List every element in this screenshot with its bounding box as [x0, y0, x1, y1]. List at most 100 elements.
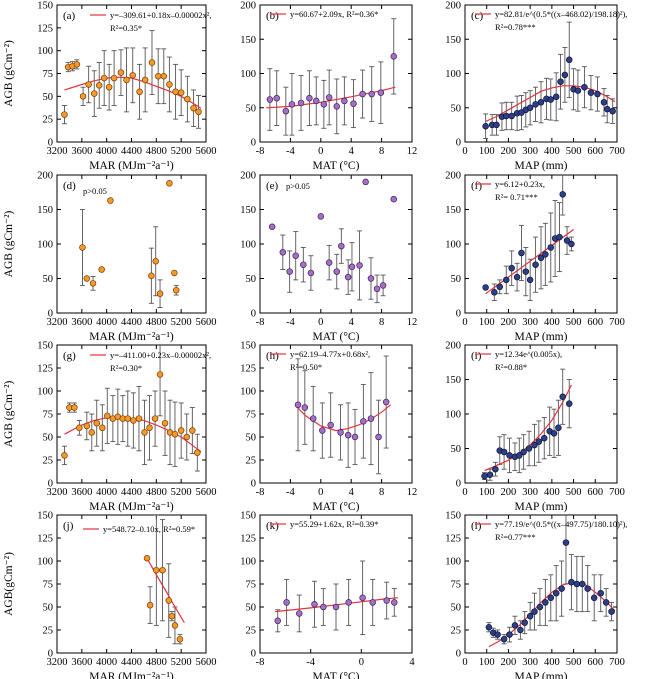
data-point	[369, 599, 376, 606]
data-point	[288, 101, 296, 108]
x-tick-label: 500	[566, 317, 582, 328]
x-tick-label: 4400	[121, 317, 142, 328]
data-point	[160, 72, 168, 80]
y-tick-label: 50	[246, 274, 257, 285]
panel-frame	[259, 344, 413, 484]
data-point	[279, 249, 287, 256]
x-tick-label: 100	[479, 657, 495, 668]
data-point	[368, 90, 375, 98]
x-tick-label: 5200	[171, 487, 192, 498]
panel-label: (e)	[266, 180, 279, 192]
data-point	[503, 112, 510, 120]
x-tick-label: 4800	[146, 487, 167, 498]
data-point	[547, 594, 555, 602]
data-point	[568, 578, 575, 586]
data-point	[156, 290, 164, 297]
plot-area	[294, 355, 392, 475]
significance-note: p>0.05	[286, 181, 310, 191]
significance-note: p>0.05	[83, 186, 107, 196]
x-tick-label: 5600	[196, 657, 217, 668]
y-tick-label: 125	[37, 364, 53, 375]
y-tick-label: 200	[445, 341, 461, 352]
plot-area	[61, 30, 202, 129]
panel-k: -8 -4 0 4 0 25 50 75 100 125 150 MAT (°C) (k) y=55.29…	[240, 511, 415, 679]
fit-equation: y=60.67+2.09x, R²=0.36*	[290, 9, 378, 19]
data-point	[541, 434, 548, 442]
x-tick-label: 8	[379, 146, 384, 157]
data-point	[177, 427, 185, 434]
y-tick-label: 150	[445, 511, 461, 522]
data-point	[535, 438, 543, 445]
data-point	[76, 424, 83, 432]
y-tick-label: 50	[246, 433, 257, 444]
data-point	[574, 87, 582, 94]
data-point	[493, 121, 500, 129]
data-point	[579, 580, 586, 588]
data-point	[537, 99, 545, 106]
data-point	[88, 429, 96, 436]
y-tick-label: 50	[43, 603, 54, 614]
data-point	[148, 272, 155, 279]
y-tick-label: 125	[445, 534, 461, 545]
panel-label: (k)	[266, 520, 279, 532]
data-point	[600, 99, 608, 106]
y-tick-label: 125	[37, 534, 53, 545]
data-point	[565, 56, 573, 64]
y-tick-label: 100	[445, 410, 461, 421]
data-point	[171, 269, 178, 277]
fit-r2: R²=0.50*	[290, 362, 322, 372]
x-tick-label: 100	[479, 317, 495, 328]
data-point	[159, 566, 166, 574]
data-point	[300, 261, 307, 268]
x-tick-label: 12	[407, 317, 418, 328]
data-point	[597, 589, 604, 597]
data-point	[189, 427, 196, 434]
data-point	[565, 400, 573, 407]
x-axis-label: MAR (MJm⁻²a⁻¹)	[89, 160, 174, 172]
y-tick-label: 75	[246, 580, 257, 591]
x-tick-label: 4000	[96, 317, 117, 328]
panel-j: 3200 3600 4000 4400 4800 5200 5600 0 25 50 75 100 12…	[3, 511, 217, 679]
data-point	[176, 635, 184, 643]
data-point	[557, 78, 564, 85]
x-tick-label: 3200	[47, 487, 68, 498]
data-point	[379, 282, 387, 289]
y-tick-label: 100	[37, 557, 53, 568]
fit-r2: R²=0.35*	[110, 23, 142, 33]
data-point	[171, 430, 179, 438]
data-point	[146, 424, 153, 432]
plot-area	[482, 175, 575, 302]
data-point	[136, 88, 143, 96]
data-point	[294, 401, 302, 409]
data-point	[511, 622, 519, 629]
data-point	[537, 254, 545, 262]
y-tick-label: 50	[246, 103, 257, 114]
panel-label: (d)	[63, 180, 76, 192]
data-point	[151, 415, 159, 422]
x-axis-label: MAP (mm)	[515, 501, 568, 513]
data-point	[581, 83, 588, 91]
data-point	[532, 261, 539, 268]
data-point	[373, 285, 381, 293]
x-axis-label: MAP (mm)	[515, 160, 568, 172]
plot-area	[61, 345, 202, 472]
data-point	[552, 93, 560, 101]
data-point	[532, 101, 539, 108]
data-point	[367, 275, 375, 282]
y-tick-label: 125	[37, 23, 53, 34]
data-point	[482, 122, 489, 130]
y-tick-label: 150	[37, 205, 53, 216]
data-point	[95, 82, 103, 89]
x-tick-label: 700	[609, 146, 625, 157]
fit-equation: y=12.34e^(0.005x),	[495, 349, 562, 359]
fit-r2: R²=0.30*	[110, 363, 142, 373]
data-point	[556, 233, 563, 241]
y-tick-label: 150	[240, 205, 256, 216]
data-point	[327, 421, 334, 429]
fit-curve	[266, 86, 396, 109]
x-axis-label: MAR (MJm⁻²a⁻¹)	[89, 331, 174, 343]
data-point	[609, 107, 616, 115]
x-tick-label: 5600	[196, 146, 217, 157]
data-point	[194, 449, 201, 456]
data-point	[375, 433, 382, 441]
